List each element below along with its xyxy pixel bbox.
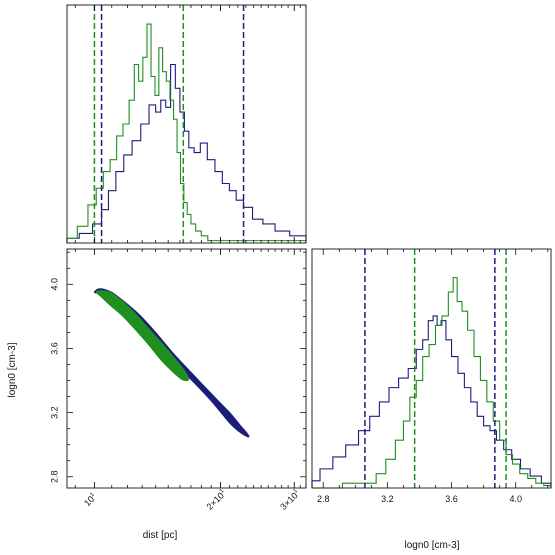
dist-histogram-series-1 [66, 23, 307, 243]
logn0-tick-label-2: 3.6 [49, 342, 59, 355]
dist-tick-exponent: 1 [89, 491, 96, 498]
logn0-histogram-panel: 2.8 3.2 3.6 4.0 [311, 248, 552, 504]
logn0-tick-label-1: 3.2 [49, 406, 59, 419]
logn0-histogram-series-0 [311, 315, 552, 488]
y-axis-label-logn0: logn0 [cm-3] [7, 342, 18, 397]
logn0-hist-tick-label-1: 3.2 [381, 494, 394, 504]
logn0-hist-tick-label-2: 3.6 [445, 494, 458, 504]
logn0-histogram-series-1 [312, 277, 552, 489]
joint-contour-frame [66, 248, 307, 489]
x-axis-label-logn0: logn0 [cm-3] [404, 540, 459, 551]
joint-contour-region-1 [95, 290, 190, 382]
x-axis-label-dist: dist [pc] [143, 530, 178, 541]
dist-histogram-frame [66, 4, 307, 244]
dist-tick-exponent: 1 [293, 488, 300, 495]
logn0-tick-label-3: 4.0 [49, 278, 59, 291]
logn0-histogram-frame [311, 248, 552, 489]
logn0-tick-label-0: 2.8 [49, 471, 59, 484]
dist-tick-exponent: 1 [219, 488, 226, 495]
logn0-hist-tick-label-3: 4.0 [509, 494, 522, 504]
dist-histogram-panel [66, 4, 307, 244]
logn0-hist-tick-label-0: 2.8 [317, 494, 330, 504]
